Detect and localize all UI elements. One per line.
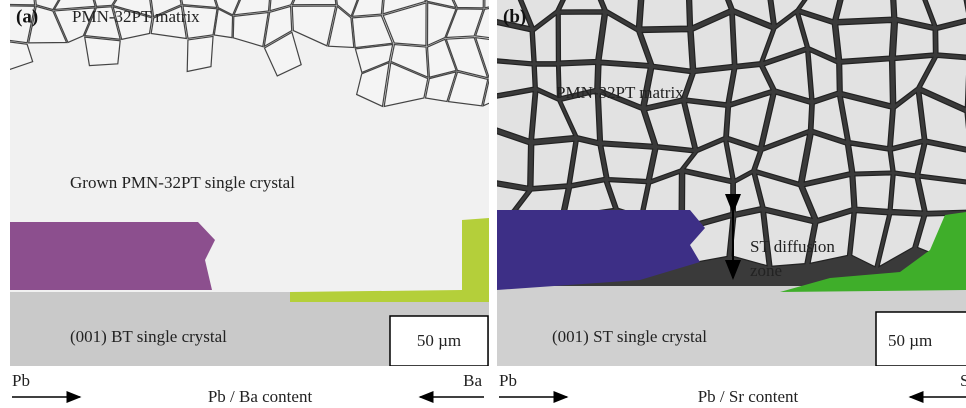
panel-label: (b) (503, 6, 526, 27)
substrate-label: (001) ST single crystal (552, 327, 707, 346)
left-element: Pb (12, 371, 30, 390)
axis-label: Pb / Ba content (208, 387, 313, 406)
grain (920, 178, 966, 211)
panel-label: (a) (16, 6, 38, 27)
micrograph-b (481, 0, 966, 366)
grain (560, 14, 602, 61)
grain (855, 175, 891, 209)
crystal-label: Grown PMN-32PT single crystal (70, 173, 295, 192)
grain (642, 0, 688, 27)
scale-bar: 50 µm (417, 331, 461, 350)
right-element: Sr (960, 371, 966, 390)
annotation: ST diffusion (750, 237, 835, 256)
axis-label: Pb / Sr content (698, 387, 799, 406)
matrix-label: PMN-32PT matrix (556, 83, 684, 102)
grain (603, 146, 653, 180)
left-element: Pb (499, 371, 517, 390)
grain (561, 0, 603, 10)
grain (838, 0, 892, 20)
grain (533, 141, 574, 186)
grain (85, 37, 120, 65)
figure: (a) PMN-32PT matrix Grown PMN-32PT singl… (0, 0, 966, 408)
grain (187, 36, 213, 71)
annotation: zone (750, 261, 782, 280)
grain (0, 0, 35, 5)
substrate-label: (001) BT single crystal (70, 327, 227, 346)
matrix-label: PMN-32PT matrix (72, 7, 200, 26)
scale-bar: 50 µm (888, 331, 932, 350)
grain (838, 23, 892, 60)
grain (292, 0, 335, 5)
right-element: Ba (463, 371, 482, 390)
grain (352, 0, 384, 16)
